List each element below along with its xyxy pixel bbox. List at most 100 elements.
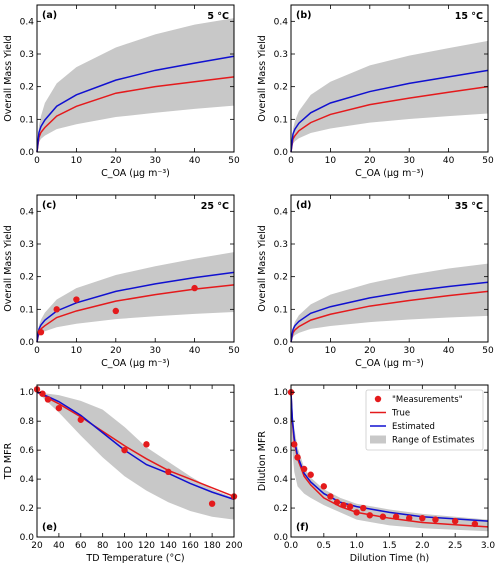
- y-tick-label: 0.0: [20, 338, 35, 348]
- measurement-point: [73, 296, 80, 303]
- x-tick-label: 40: [53, 541, 65, 551]
- measurement-point: [327, 493, 334, 500]
- measurement-point: [353, 509, 360, 516]
- y-tick-label: 0.8: [20, 417, 35, 427]
- temperature-label: 25 °C: [201, 201, 229, 212]
- measurement-point: [333, 499, 341, 506]
- y-tick-label: 0.0: [274, 533, 289, 543]
- measurement-point: [320, 483, 328, 490]
- y-tick-label: 0.0: [20, 148, 35, 158]
- x-tick-label: 0: [288, 156, 294, 166]
- legend-band-swatch: [370, 435, 386, 444]
- measurement-point: [366, 512, 373, 519]
- measurement-point: [165, 468, 172, 476]
- x-tick-label: 0: [34, 156, 40, 166]
- x-tick-label: 10: [325, 156, 337, 166]
- y-tick-label: 1.0: [20, 388, 35, 398]
- x-tick-label: 30: [403, 346, 415, 356]
- panel-f: [287, 384, 489, 538]
- y-tick-label: 0.1: [20, 115, 34, 125]
- x-tick-label: 1.0: [350, 541, 365, 551]
- y-tick-label: 0.4: [274, 207, 289, 217]
- x-tick-label: 0: [288, 346, 294, 356]
- estimated-line: [36, 55, 235, 153]
- x-tick-label: 10: [71, 156, 83, 166]
- y-axis-label: Overall Mass Yield: [3, 225, 14, 312]
- measurement-point: [77, 416, 84, 423]
- y-tick-label: 0.3: [20, 240, 34, 250]
- true-line: [36, 76, 235, 153]
- x-axis-label: C_OA (µg m⁻³): [355, 168, 424, 179]
- plot-frame: [36, 384, 235, 538]
- true-line: [36, 391, 235, 498]
- measurement-point: [291, 441, 298, 448]
- legend-label: Estimated: [392, 422, 435, 432]
- y-tick-label: 0.4: [20, 475, 35, 485]
- legend: [365, 389, 484, 451]
- temperature-label: 35 °C: [455, 201, 483, 212]
- x-tick-label: 40: [189, 346, 201, 356]
- y-tick-label: 0.2: [274, 273, 288, 283]
- y-tick-label: 0.1: [20, 305, 34, 315]
- y-tick-label: 0.2: [274, 83, 288, 93]
- panel-b: [290, 4, 489, 153]
- x-tick-label: 160: [182, 541, 199, 551]
- x-tick-label: 2.5: [448, 541, 462, 551]
- panel-label: (a): [42, 10, 57, 21]
- y-tick-label: 0.4: [274, 475, 289, 485]
- panel-label: (b): [296, 10, 311, 21]
- estimated-line: [36, 271, 235, 343]
- measurement-point: [360, 504, 367, 512]
- temperature-label: 5 °C: [207, 11, 229, 22]
- measurement-point: [300, 465, 308, 473]
- measurement-point: [143, 441, 150, 448]
- measurement-point: [432, 516, 439, 523]
- y-tick-label: 0.8: [274, 417, 289, 427]
- y-axis-label: Overall Mass Yield: [257, 35, 268, 122]
- x-tick-label: 3.0: [481, 541, 496, 551]
- x-tick-label: 40: [189, 156, 201, 166]
- range-band: [37, 18, 234, 152]
- y-tick-label: 0.4: [20, 17, 35, 27]
- measurement-point: [419, 514, 426, 522]
- y-tick-label: 0.3: [274, 50, 288, 60]
- estimated-line: [290, 281, 489, 343]
- temperature-label: 15 °C: [455, 11, 483, 22]
- y-tick-label: 0.6: [20, 446, 35, 456]
- y-axis-label: Overall Mass Yield: [3, 35, 14, 122]
- legend-box: [365, 389, 484, 451]
- y-tick-label: 0.6: [274, 446, 289, 456]
- x-tick-label: 0.5: [317, 541, 331, 551]
- y-tick-label: 1.0: [274, 388, 289, 398]
- x-tick-label: 30: [149, 346, 161, 356]
- plot-frame: [290, 4, 489, 153]
- y-tick-label: 0.3: [274, 240, 288, 250]
- true-line: [290, 290, 489, 343]
- y-tick-label: 0.3: [20, 50, 34, 60]
- true-line: [290, 85, 489, 153]
- measurement-point: [346, 503, 354, 510]
- x-tick-label: 40: [443, 346, 455, 356]
- y-tick-label: 0.1: [274, 305, 288, 315]
- panel-label: (e): [42, 522, 57, 533]
- y-tick-label: 0.2: [274, 504, 288, 514]
- y-tick-label: 0.0: [274, 148, 289, 158]
- measurement-point: [340, 501, 347, 509]
- y-tick-label: 0.0: [20, 533, 35, 543]
- x-tick-label: 100: [116, 541, 133, 551]
- measurement-point: [471, 520, 479, 528]
- x-tick-label: 1.5: [382, 541, 396, 551]
- panel-c: [36, 194, 235, 343]
- x-tick-label: 20: [364, 156, 376, 166]
- panel-a: [36, 4, 235, 153]
- x-tick-label: 20: [110, 346, 122, 356]
- measurement-point: [379, 513, 387, 520]
- x-tick-label: 20: [31, 541, 43, 551]
- plot-frame: [36, 194, 235, 343]
- x-tick-label: 50: [482, 156, 494, 166]
- measurement-point: [121, 446, 128, 454]
- legend-marker: [374, 395, 382, 403]
- x-axis-label: C_OA (µg m⁻³): [101, 168, 170, 179]
- x-axis-label: C_OA (µg m⁻³): [355, 358, 424, 369]
